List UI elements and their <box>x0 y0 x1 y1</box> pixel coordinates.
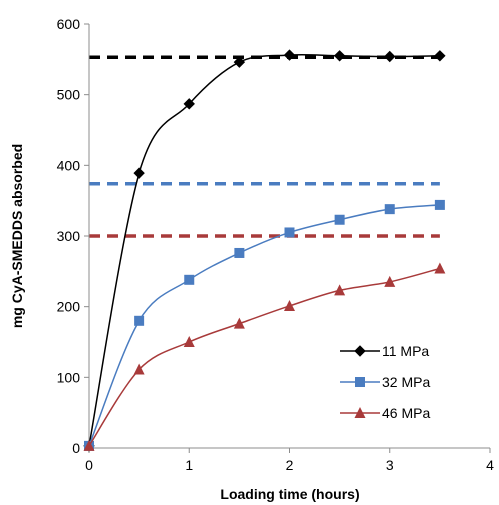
x-axis-title: Loading time (hours) <box>220 486 359 502</box>
legend-label: 46 MPa <box>382 405 430 421</box>
legend-item: 32 MPa <box>340 374 430 390</box>
x-tick-label: 3 <box>386 457 394 473</box>
data-point <box>334 214 345 225</box>
x-tick-label: 4 <box>486 457 494 473</box>
data-point <box>233 56 246 68</box>
data-point <box>434 262 446 274</box>
legend-item: 46 MPa <box>340 405 430 421</box>
data-point <box>434 199 445 210</box>
legend-marker <box>354 407 366 418</box>
series <box>83 49 446 452</box>
data-point <box>233 317 245 329</box>
legend: 11 MPa 32 MPa 46 MPa <box>340 343 430 421</box>
x-tick-label: 0 <box>85 457 93 473</box>
y-tick-label: 300 <box>57 228 81 244</box>
data-point <box>384 275 396 287</box>
legend-item: 11 MPa <box>340 343 429 359</box>
x-tick-label: 1 <box>185 457 193 473</box>
legend-label: 32 MPa <box>382 374 430 390</box>
data-point <box>384 50 396 63</box>
ticks: 0 100 200 300 400 500 600 0 1 2 3 4 <box>57 16 494 473</box>
data-point <box>133 167 145 179</box>
legend-marker <box>354 345 366 357</box>
y-tick-label: 500 <box>57 87 81 103</box>
y-tick-label: 200 <box>57 299 81 315</box>
data-point <box>184 274 195 285</box>
data-point <box>134 315 145 326</box>
data-point <box>333 50 346 62</box>
y-tick-label: 100 <box>57 369 81 385</box>
data-point <box>183 98 195 110</box>
data-point <box>183 336 195 347</box>
y-tick-label: 600 <box>57 16 81 32</box>
data-point <box>434 50 446 62</box>
y-tick-label: 400 <box>57 157 81 173</box>
legend-label: 11 MPa <box>382 343 429 359</box>
y-axis-title: mg CyA-SMEDDS absorbed <box>9 144 25 328</box>
legend-marker <box>355 377 365 387</box>
series-46-mpa <box>83 262 446 451</box>
plateau-lines <box>89 55 440 238</box>
data-point <box>284 299 295 311</box>
data-point <box>133 363 145 375</box>
data-point <box>284 227 295 238</box>
y-tick-label: 0 <box>72 440 80 456</box>
data-point <box>334 284 346 296</box>
data-point <box>234 247 245 258</box>
data-point <box>283 49 296 61</box>
series-11-mpa <box>83 49 446 452</box>
x-tick-label: 2 <box>286 457 294 473</box>
data-point <box>83 439 95 451</box>
data-point <box>384 204 395 215</box>
